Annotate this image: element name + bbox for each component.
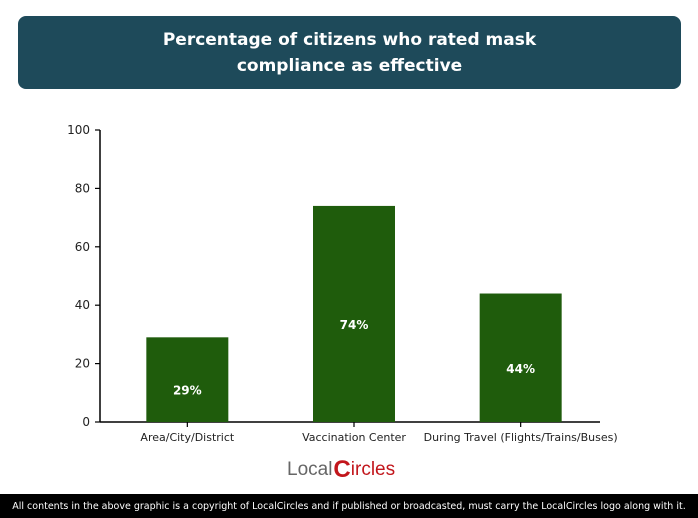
- bar-data-label: 29%: [173, 384, 202, 398]
- title-banner: Percentage of citizens who rated mask co…: [18, 16, 681, 89]
- bar-data-label: 44%: [506, 362, 535, 376]
- y-tick-label: 80: [75, 181, 90, 195]
- logo-text-ircles: ircles: [350, 459, 396, 480]
- bar-chart: 0 20 40 60 80 100 29% Area/City/District 74% Vacc…: [67, 123, 618, 444]
- bar: [146, 337, 229, 422]
- y-tick-label: 40: [75, 298, 90, 312]
- x-tick-label: Area/City/District: [140, 431, 234, 444]
- x-tick-label: Vaccination Center: [302, 431, 406, 444]
- chart-title: Percentage of citizens who rated mask co…: [162, 29, 537, 76]
- bar: [479, 293, 562, 422]
- bar-data-label: 74%: [340, 318, 369, 332]
- footer-text: All contents in the above graphic is a c…: [12, 500, 686, 512]
- y-tick-label: 100: [67, 123, 90, 137]
- logo-text-local: Local: [287, 459, 333, 480]
- x-tick-label: During Travel (Flights/Trains/Buses): [424, 431, 618, 444]
- bar: [313, 205, 395, 422]
- localcircles-logo: Local C ircles: [287, 455, 395, 485]
- y-tick-label: 60: [75, 240, 90, 254]
- y-tick-label: 20: [75, 357, 90, 371]
- y-tick-label: 0: [82, 415, 90, 429]
- copyright-footer: All contents in the above graphic is a c…: [0, 494, 698, 518]
- logo-c-icon: C: [333, 456, 351, 483]
